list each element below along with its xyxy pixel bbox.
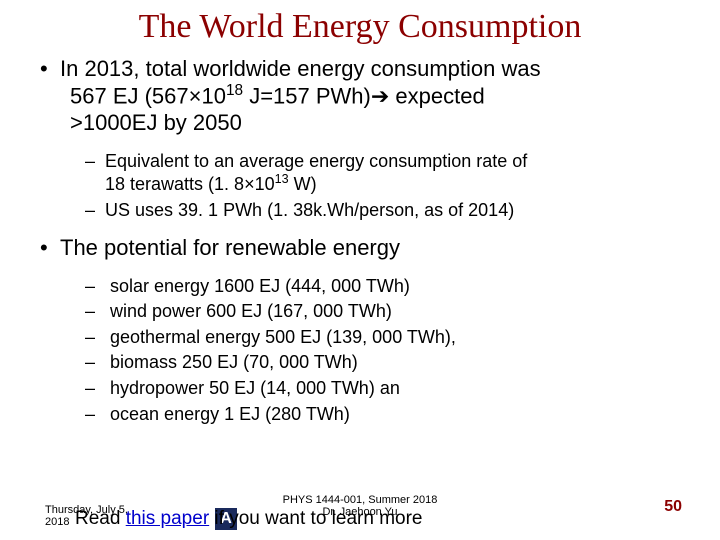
bullet-subitem: – biomass 250 EJ (70, 000 TWh) [85, 352, 690, 374]
bullet-text: hydropower 50 EJ (14, 000 TWh) an [110, 378, 400, 398]
slide-container: The World Energy Consumption •In 2013, t… [0, 0, 720, 540]
bullet-subitem: – solar energy 1600 EJ (444, 000 TWh) [85, 276, 690, 298]
read-more-link[interactable]: this paper [126, 508, 209, 529]
superscript: 13 [275, 172, 289, 186]
bullet-subitem: – geothermal energy 500 EJ (139, 000 TWh… [85, 327, 690, 349]
bullet-item-1: •In 2013, total worldwide energy consump… [40, 56, 690, 137]
bullet-subitem-1: –Equivalent to an average energy consump… [85, 151, 690, 196]
bullet-marker: – [85, 200, 105, 222]
bullet-continuation: 18 terawatts (1. 8×1013 W) [85, 172, 690, 196]
bullet-marker: – [85, 378, 105, 400]
bullet-marker: • [40, 56, 60, 82]
bullet-text: solar energy 1600 EJ (444, 000 TWh) [110, 276, 410, 296]
read-more-text: Read this paper if you want to learn mor… [75, 508, 422, 530]
bullet-text: biomass 250 EJ (70, 000 TWh) [110, 352, 358, 372]
bullet-continuation: 567 EJ (567×1018 J=157 PWh)➔ expected [40, 82, 690, 110]
bullet-text: ocean energy 1 EJ (280 TWh) [110, 404, 350, 424]
bullet-marker: • [40, 235, 60, 261]
bullet-continuation: >1000EJ by 2050 [40, 110, 690, 136]
bullet-text: geothermal energy 500 EJ (139, 000 TWh), [110, 327, 456, 347]
bullet-text: In 2013, total worldwide energy consumpt… [60, 56, 541, 81]
page-number: 50 [664, 498, 682, 516]
bullet-subitem-2: –US uses 39. 1 PWh (1. 38k.Wh/person, as… [85, 200, 690, 222]
bullet-marker: – [85, 151, 105, 173]
slide-title: The World Energy Consumption [30, 8, 690, 46]
bullet-item-2: •The potential for renewable energy [40, 235, 690, 261]
bullet-marker: – [85, 327, 105, 349]
bullet-subitem: – ocean energy 1 EJ (280 TWh) [85, 404, 690, 426]
bullet-subitem: – hydropower 50 EJ (14, 000 TWh) an [85, 378, 690, 400]
bullet-marker: – [85, 276, 105, 298]
bullet-marker: – [85, 404, 105, 426]
superscript: 18 [226, 82, 243, 99]
bullet-text: wind power 600 EJ (167, 000 TWh) [110, 301, 392, 321]
arrow-icon: ➔ [371, 84, 389, 109]
bullet-marker: – [85, 301, 105, 323]
bullet-marker: – [85, 352, 105, 374]
bullet-text: The potential for renewable energy [60, 235, 400, 260]
bullet-text: US uses 39. 1 PWh (1. 38k.Wh/person, as … [105, 200, 514, 220]
bullet-subitem: – wind power 600 EJ (167, 000 TWh) [85, 301, 690, 323]
bullet-text: Equivalent to an average energy consumpt… [105, 151, 527, 171]
